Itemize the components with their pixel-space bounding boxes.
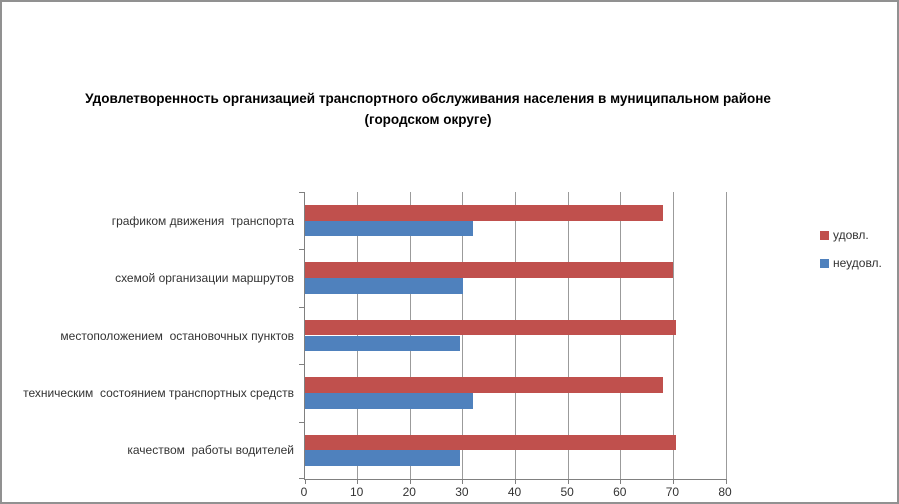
x-tick-label: 60 [613,485,627,499]
x-tick-label: 10 [349,485,364,499]
legend-label: неудовл. [833,256,882,270]
x-tick-label: 70 [665,485,680,499]
x-tick-label: 30 [455,485,469,499]
bar-udovl-3 [305,319,676,336]
gridline [462,192,464,479]
x-axis-tick [357,479,359,484]
chart-title-line1: Удовлетворенность организацией транспорт… [85,91,771,106]
bar-neudovl-5 [305,450,461,467]
y-axis-tick [299,192,304,193]
x-tick-label: 0 [300,485,308,499]
y-axis-tick [299,422,304,423]
gridline [515,192,516,479]
category-label: схемой организации маршрутов [115,271,294,286]
x-tick-label: 80 [718,485,732,499]
x-tick-label: 20 [402,485,416,499]
bar-udovl-1 [305,204,663,221]
x-axis-tick [725,479,727,484]
category-label: графиком движения транспорта [111,213,294,228]
gridline [725,192,727,479]
x-axis-tick [515,479,516,484]
x-axis-tick [567,479,569,484]
bar-neudovl-2 [305,278,463,294]
x-axis-tick [672,479,674,484]
legend: удовл. неудовл. [820,228,882,284]
gridline [620,192,622,479]
bar-neudovl-4 [305,392,474,409]
x-tick-label: 50 [560,485,574,499]
legend-swatch-neudovl [820,259,829,268]
y-axis-tick [299,364,304,365]
category-label: техническим состоянием транспортных сред… [23,385,294,400]
gridline [567,192,569,479]
x-axis-tick [620,479,622,484]
x-axis-tick [409,479,411,484]
bar-udovl-4 [305,377,663,393]
gridline [672,192,674,479]
y-axis-tick [299,249,304,250]
y-axis-tick [299,307,304,308]
chart-title-line2: (городском округе) [364,112,492,127]
x-axis-tick [462,479,464,484]
bar-neudovl-1 [305,220,474,237]
plot-area [299,192,727,484]
x-tick-label: 40 [507,485,522,499]
bar-udovl-5 [305,434,676,451]
x-axis-tick [304,479,306,484]
bar-neudovl-3 [305,335,461,352]
bar-udovl-2 [305,262,674,279]
category-label: качеством работы водителей [127,443,294,458]
legend-item: неудовл. [820,256,882,270]
chart-title: Удовлетворенность организацией транспорт… [42,88,814,130]
legend-label: удовл. [833,228,869,242]
y-axis-tick [299,478,304,479]
category-label: местоположением остановочных пунктов [60,328,294,343]
legend-item: удовл. [820,228,882,242]
legend-swatch-udovl [820,231,829,240]
